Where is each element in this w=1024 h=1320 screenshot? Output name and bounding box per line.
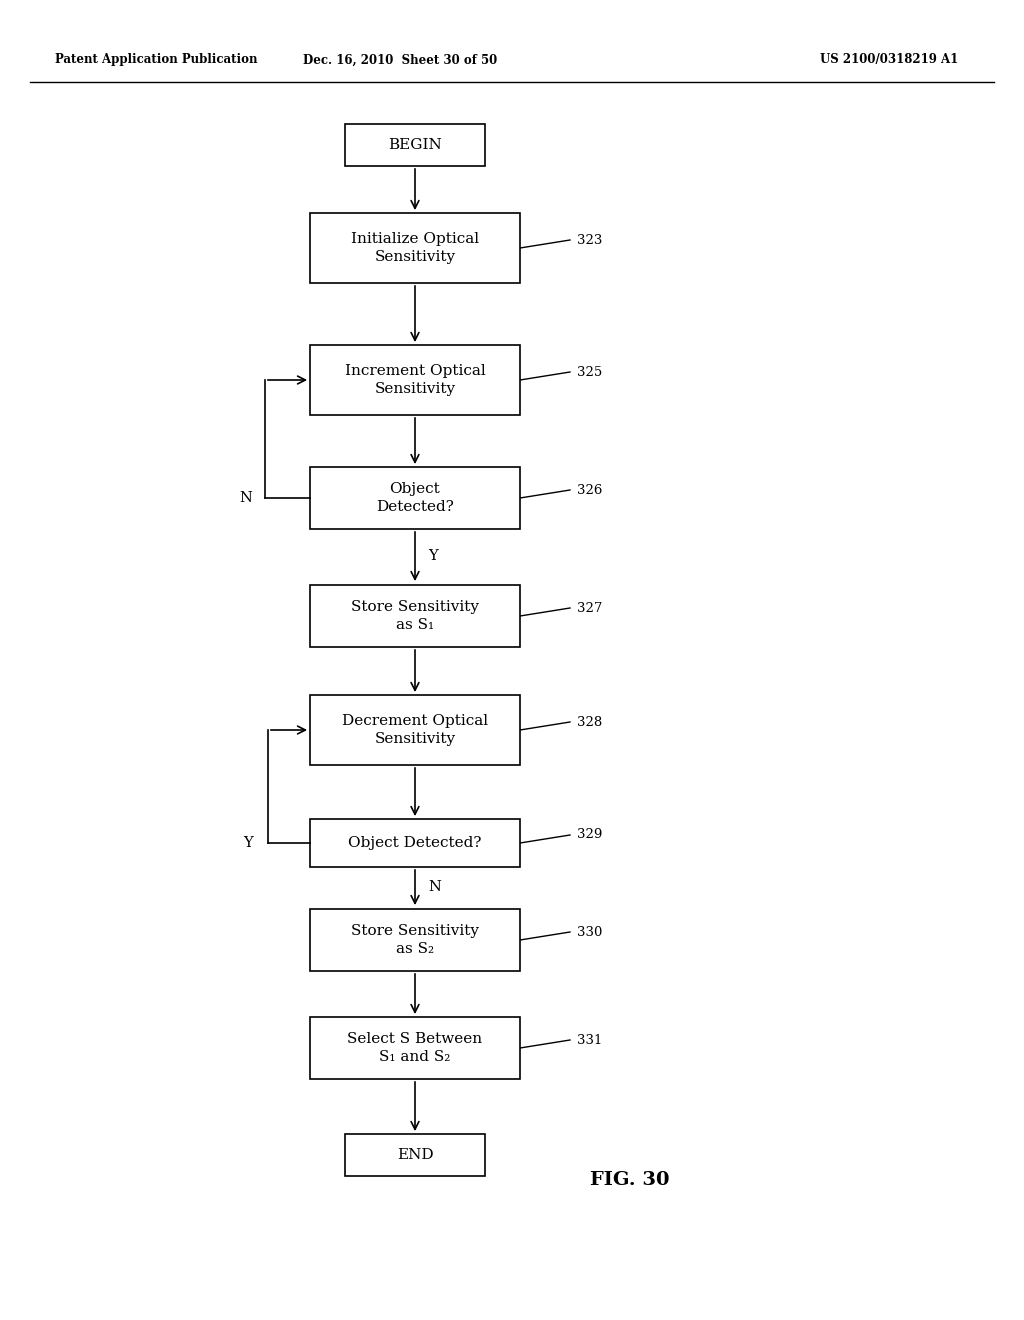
Text: Object Detected?: Object Detected?	[348, 836, 481, 850]
Text: US 2100/0318219 A1: US 2100/0318219 A1	[820, 54, 958, 66]
Text: N: N	[428, 880, 441, 894]
Bar	[310, 1016, 520, 1078]
Text: Store Sensitivity
as S₁: Store Sensitivity as S₁	[351, 599, 479, 632]
Text: 328: 328	[577, 715, 602, 729]
Bar	[310, 818, 520, 867]
Text: 323: 323	[577, 234, 602, 247]
Text: Patent Application Publication: Patent Application Publication	[55, 54, 257, 66]
Bar	[345, 124, 485, 166]
Text: Decrement Optical
Sensitivity: Decrement Optical Sensitivity	[342, 714, 488, 746]
Text: 330: 330	[577, 925, 602, 939]
Text: 327: 327	[577, 602, 602, 615]
Text: BEGIN: BEGIN	[388, 139, 442, 152]
Text: Store Sensitivity
as S₂: Store Sensitivity as S₂	[351, 924, 479, 956]
Bar	[310, 467, 520, 529]
Text: Y: Y	[428, 549, 437, 564]
Bar	[310, 585, 520, 647]
Text: Y: Y	[244, 836, 253, 850]
Text: Initialize Optical
Sensitivity: Initialize Optical Sensitivity	[351, 232, 479, 264]
Bar	[345, 1134, 485, 1176]
Text: Increment Optical
Sensitivity: Increment Optical Sensitivity	[345, 364, 485, 396]
Text: 331: 331	[577, 1034, 602, 1047]
Bar	[310, 696, 520, 766]
Bar	[310, 909, 520, 972]
Text: 325: 325	[577, 366, 602, 379]
Text: 329: 329	[577, 829, 602, 842]
Bar	[310, 213, 520, 282]
Text: 326: 326	[577, 483, 602, 496]
Text: Object
Detected?: Object Detected?	[376, 482, 454, 515]
Bar	[310, 345, 520, 414]
Text: END: END	[396, 1148, 433, 1162]
Text: N: N	[240, 491, 252, 506]
Text: Select S Between
S₁ and S₂: Select S Between S₁ and S₂	[347, 1032, 482, 1064]
Text: FIG. 30: FIG. 30	[590, 1171, 670, 1189]
Text: Dec. 16, 2010  Sheet 30 of 50: Dec. 16, 2010 Sheet 30 of 50	[303, 54, 497, 66]
